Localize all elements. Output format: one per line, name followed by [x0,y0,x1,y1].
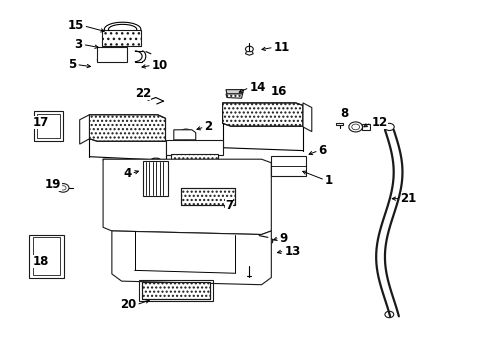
Bar [181,188,234,205]
Polygon shape [225,94,242,98]
Text: 18: 18 [32,255,49,268]
Polygon shape [80,115,89,144]
Circle shape [240,249,258,262]
Bar [171,154,217,164]
Bar [29,234,64,278]
Polygon shape [303,103,311,132]
Text: 16: 16 [270,85,286,98]
Circle shape [384,311,393,318]
Bar [37,114,60,138]
Bar [181,188,234,205]
Text: 14: 14 [249,81,265,94]
Bar [142,282,210,299]
Text: 8: 8 [339,107,347,120]
Bar [143,161,168,196]
Text: 4: 4 [123,167,131,180]
Bar [139,280,213,301]
Polygon shape [173,130,195,140]
Text: 22: 22 [135,87,151,100]
Text: 5: 5 [68,58,76,71]
Polygon shape [89,115,165,141]
Bar [165,140,222,155]
Bar [271,156,306,176]
Text: 1: 1 [325,174,332,186]
Text: 15: 15 [67,19,83,32]
Text: 7: 7 [224,199,232,212]
Text: 3: 3 [74,38,82,51]
Polygon shape [103,159,261,176]
Polygon shape [335,123,342,125]
Text: 9: 9 [279,231,287,244]
Bar [142,282,210,299]
Bar [361,124,369,130]
Text: 21: 21 [400,192,416,205]
Text: 6: 6 [318,144,326,157]
Polygon shape [103,159,271,234]
Circle shape [245,253,253,259]
Bar [102,31,141,45]
Text: 12: 12 [370,116,386,129]
Text: 2: 2 [204,121,212,134]
Text: 13: 13 [284,244,300,257]
Polygon shape [112,231,271,285]
Bar [33,237,60,275]
Circle shape [57,184,69,192]
Polygon shape [225,90,243,94]
Text: 20: 20 [120,298,136,311]
Polygon shape [245,51,253,55]
Circle shape [182,132,189,136]
Text: 17: 17 [33,116,49,129]
Circle shape [384,123,393,131]
Bar [34,111,63,140]
Text: 10: 10 [152,59,168,72]
Polygon shape [222,103,303,126]
Bar [97,47,127,62]
Bar [102,31,141,45]
Text: 11: 11 [273,41,289,54]
Circle shape [235,246,263,266]
Text: 19: 19 [45,178,61,191]
